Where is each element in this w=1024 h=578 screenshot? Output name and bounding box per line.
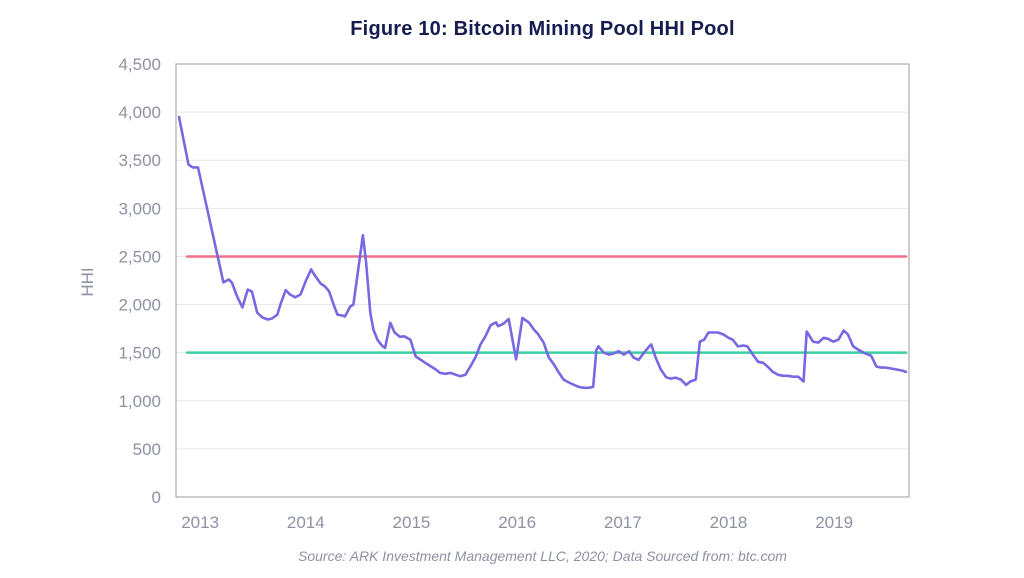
- source-caption: Source: ARK Investment Management LLC, 2…: [298, 548, 787, 564]
- x-tick-label: 2017: [604, 513, 642, 532]
- y-tick-label: 4,500: [118, 55, 161, 74]
- y-tick-label: 1,000: [118, 392, 161, 411]
- x-tick-label: 2019: [815, 513, 853, 532]
- x-tick-label: 2014: [287, 513, 325, 532]
- figure-title: Figure 10: Bitcoin Mining Pool HHI Pool: [350, 18, 735, 40]
- x-tick-label: 2018: [710, 513, 748, 532]
- y-tick-label: 2,500: [118, 247, 161, 266]
- y-tick-label: 1,500: [118, 344, 161, 363]
- y-tick-label: 2,000: [118, 296, 161, 315]
- plot-border: [175, 63, 910, 498]
- x-tick-label: 2016: [498, 513, 536, 532]
- y-tick-label: 3,500: [118, 151, 161, 170]
- y-tick-label: 4,000: [118, 103, 161, 122]
- y-tick-label: 3,000: [118, 199, 161, 218]
- x-tick-label: 2013: [181, 513, 219, 532]
- y-tick-label: 500: [133, 440, 161, 459]
- x-tick-label: 2015: [393, 513, 431, 532]
- y-axis-title: HHI: [78, 267, 97, 297]
- hhi-line: [177, 115, 908, 390]
- y-tick-label: 0: [152, 488, 161, 507]
